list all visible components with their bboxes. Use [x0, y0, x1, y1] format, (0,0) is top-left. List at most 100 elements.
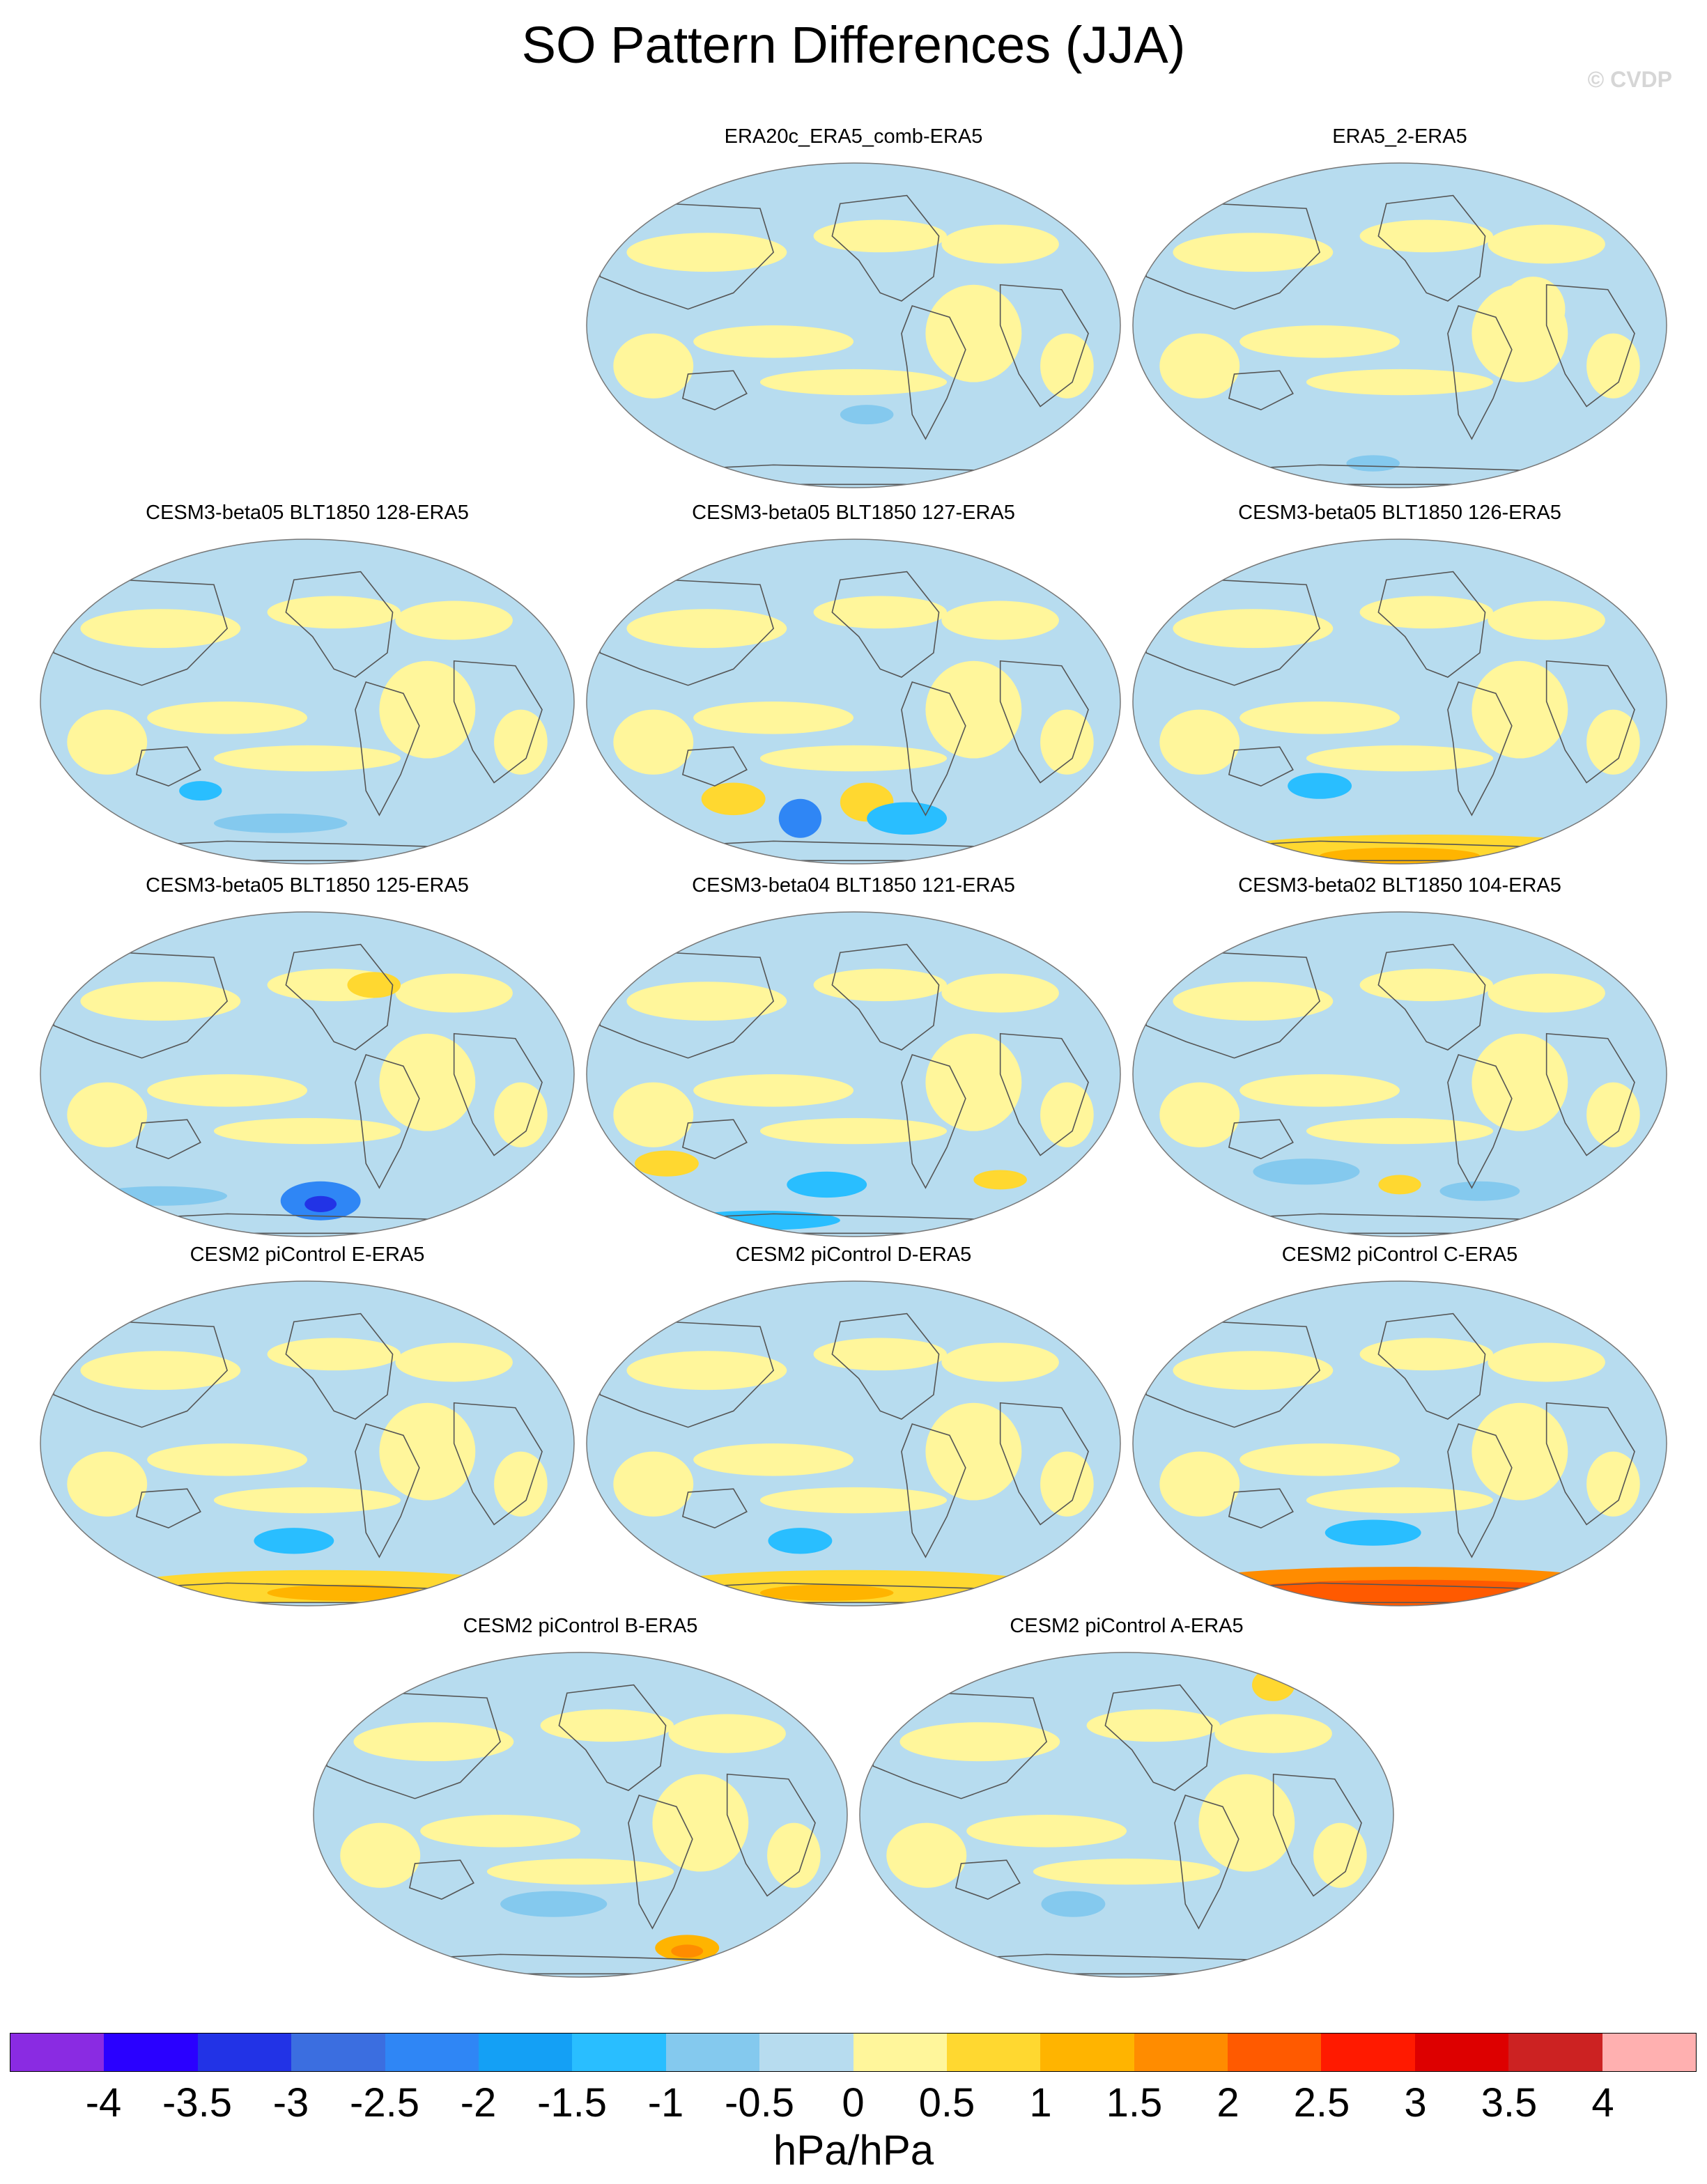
- anomaly-contour: [1159, 333, 1240, 398]
- coastline: [999, 1402, 1089, 1526]
- coastline: [1174, 1795, 1239, 1930]
- map-background: [40, 539, 574, 864]
- anomaly-contour: [1306, 1487, 1494, 1514]
- colorbar-tick: 1: [1029, 2080, 1052, 2125]
- robinson-map: [586, 539, 1121, 865]
- anomaly-contour: [395, 973, 513, 1013]
- anomaly-contour: [67, 1082, 148, 1147]
- coastline: [285, 1312, 394, 1420]
- colorbar-units: hPa/hPa: [773, 2127, 934, 2174]
- anomaly-contour: [1472, 1033, 1568, 1131]
- anomaly-contour: [759, 1117, 948, 1145]
- coastline: [681, 1488, 748, 1529]
- coastline: [901, 305, 966, 440]
- map-outline: [1132, 911, 1667, 1237]
- anomaly-contour: [634, 1150, 699, 1177]
- anomaly-contour: [925, 1402, 1022, 1501]
- coastline: [831, 943, 940, 1051]
- anomaly-contour: [1439, 1181, 1520, 1201]
- anomaly-contour: [680, 1210, 840, 1230]
- anomaly-contour: [395, 1342, 513, 1382]
- anomaly-contour: [1033, 1858, 1221, 1885]
- coastline: [901, 1054, 966, 1189]
- anomaly-contour: [267, 1338, 401, 1371]
- coastline: [355, 681, 420, 816]
- robinson-map: [313, 1652, 848, 1978]
- colorbar-swatch: [1321, 2034, 1415, 2071]
- map-outline: [40, 539, 575, 865]
- coastline: [1545, 1032, 1635, 1156]
- coastline: [901, 681, 966, 816]
- anomaly-contour: [925, 1033, 1022, 1131]
- coastline: [285, 571, 394, 678]
- map-outline: [586, 911, 1121, 1237]
- anomaly-contour: [693, 702, 854, 734]
- anomaly-contour: [1159, 1451, 1240, 1517]
- map-outline: [1132, 1280, 1667, 1606]
- anomaly-contour: [693, 325, 854, 358]
- anomaly-contour: [671, 1944, 704, 1958]
- coastline: [1447, 1423, 1513, 1558]
- anomaly-contour: [1359, 596, 1494, 629]
- anomaly-contour: [1159, 709, 1240, 775]
- cvdp-watermark: © CVDP: [1587, 67, 1672, 92]
- anomaly-contour: [1320, 847, 1480, 864]
- coastline: [135, 1488, 201, 1529]
- anomaly-contour: [93, 1186, 228, 1206]
- anomaly-contour: [267, 1584, 428, 1602]
- coastline: [1447, 305, 1513, 440]
- map-panel-title: CESM3-beta05 BLT1850 126-ERA5: [1238, 502, 1561, 524]
- map-panel-title: CESM3-beta05 BLT1850 125-ERA5: [146, 874, 469, 897]
- anomaly-contour: [1488, 224, 1605, 264]
- map-panel-title: CESM3-beta05 BLT1850 128-ERA5: [146, 502, 469, 524]
- robinson-map: [40, 911, 575, 1237]
- anomaly-contour: [340, 1822, 421, 1888]
- coastline: [355, 1054, 420, 1189]
- colorbar-tick: -2: [460, 2080, 497, 2125]
- coastline: [599, 579, 775, 686]
- anomaly-contour: [759, 1487, 948, 1514]
- anomaly-contour: [1306, 369, 1494, 396]
- robinson-map: [586, 162, 1121, 488]
- anomaly-contour: [1086, 1709, 1221, 1742]
- anomaly-contour: [1586, 1082, 1640, 1147]
- anomaly-contour: [1040, 709, 1094, 775]
- coastline: [1228, 1119, 1294, 1160]
- coastline: [1545, 660, 1635, 784]
- anomaly-contour: [701, 782, 766, 816]
- colorbar-tick: -1: [647, 2080, 684, 2125]
- colorbar-swatch: [10, 2034, 105, 2071]
- colorbar-swatch: [478, 2034, 573, 2071]
- colorbar-swatch: [197, 2034, 292, 2071]
- map-panel: CESM3-beta05 BLT1850 126-ERA5: [1131, 502, 1668, 878]
- map-background: [587, 1281, 1120, 1606]
- anomaly-contour: [67, 709, 148, 775]
- anomaly-contour: [941, 1342, 1059, 1382]
- map-panel-title: CESM3-beta02 BLT1850 104-ERA5: [1238, 874, 1561, 897]
- coastline: [1377, 1312, 1486, 1420]
- map-background: [1133, 163, 1667, 488]
- anomaly-contour: [486, 1858, 674, 1885]
- coastline: [999, 660, 1089, 784]
- anomaly-contour: [813, 1338, 948, 1371]
- map-background: [40, 1281, 574, 1606]
- coastline: [1145, 1321, 1321, 1428]
- anomaly-contour: [1586, 709, 1640, 775]
- map-panel: CESM2 piControl B-ERA5: [312, 1615, 849, 1991]
- robinson-map: [1132, 911, 1667, 1237]
- colorbar-swatch: [946, 2034, 1041, 2071]
- anomaly-contour: [147, 702, 307, 734]
- colorbar-swatch: [759, 2034, 854, 2071]
- map-outline: [859, 1652, 1394, 1978]
- colorbar-swatch: [1228, 2034, 1322, 2071]
- anomaly-contour: [80, 982, 241, 1021]
- coastline: [999, 1032, 1089, 1156]
- map-outline: [586, 162, 1121, 488]
- colorbar-swatch: [1602, 2034, 1697, 2071]
- anomaly-contour: [813, 968, 948, 1002]
- anomaly-contour: [1040, 1082, 1094, 1147]
- anomaly-contour: [613, 1082, 694, 1147]
- map-panel-title: CESM2 piControl A-ERA5: [1010, 1615, 1244, 1637]
- map-panel: CESM2 piControl D-ERA5: [585, 1244, 1122, 1620]
- map-panel-title: CESM2 piControl B-ERA5: [463, 1615, 698, 1637]
